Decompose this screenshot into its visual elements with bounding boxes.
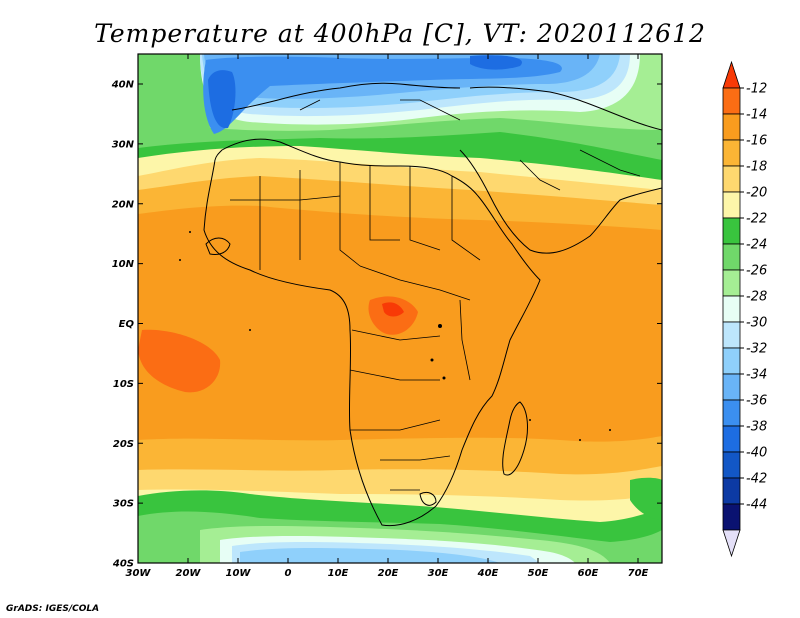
lat-tick-label: 30S (113, 499, 134, 510)
warm-pocket-atlantic (138, 329, 221, 393)
lat-tick-label: 40S (112, 559, 134, 570)
colorbar-label: -20 (746, 186, 767, 201)
colorbar-swatch (722, 373, 741, 401)
colorbar-label: -14 (746, 108, 767, 123)
colorbar-swatch (722, 425, 741, 453)
band-minus40-east (470, 55, 522, 70)
country-borders (230, 99, 641, 491)
colorbar-swatch (722, 503, 741, 531)
lat-tick-label: 10N (112, 259, 135, 270)
footer-credit: GrADS: IGES/COLA (6, 604, 99, 614)
lat-tick-label: 40N (111, 80, 135, 91)
colorbar-label: -36 (746, 394, 767, 409)
lon-tick-label: 40E (477, 568, 499, 579)
colorbar-label: -40 (746, 446, 767, 461)
lat-tick-label: 20N (112, 199, 135, 210)
colorbar-label: -28 (746, 290, 767, 305)
lon-tick-label: 10W (226, 568, 252, 579)
lat-tick-label: EQ (119, 319, 135, 330)
colorbar: -12 -14 -16 -18 -20 -22 -24 -26 -28 -30 -32 -34 -36 -… (722, 60, 767, 558)
colorbar-top-triangle (722, 60, 741, 89)
lon-tick-label: 0 (285, 568, 292, 579)
lakes-and-islands (179, 231, 611, 441)
colorbar-bottom-triangle (722, 529, 741, 558)
colorbar-swatch (722, 269, 741, 297)
latitude-axis: 40N 30N 20N 10N EQ 10S 20S 30S 40S (111, 80, 662, 570)
lon-tick-label: 10E (328, 568, 349, 579)
warm-core-congo (382, 302, 404, 317)
band-minus34-south (240, 548, 500, 563)
colorbar-swatch (722, 87, 741, 115)
colorbar-swatch (722, 243, 741, 271)
colorbar-swatch (722, 451, 741, 479)
colorbar-label: -30 (746, 316, 767, 331)
colorbar-label: -42 (746, 472, 767, 487)
colorbar-label: -18 (746, 160, 767, 175)
colorbar-swatch (722, 191, 741, 219)
temperature-map: 30W 20W 10W 0 10E 20E 30E 40E 50E 60E 70E 40N 30N 20… (111, 53, 663, 579)
colorbar-swatch (722, 399, 741, 427)
colorbar-label: -34 (746, 368, 767, 383)
colorbar-swatch (722, 113, 741, 141)
colorbar-swatch (722, 347, 741, 375)
lat-tick-label: 30N (112, 139, 135, 150)
lon-tick-label: 60E (578, 568, 599, 579)
colorbar-label: -38 (746, 420, 767, 435)
colorbar-swatch (722, 217, 741, 245)
band-minus40-north (208, 70, 236, 129)
lat-tick-label: 10S (113, 379, 134, 390)
lon-tick-label: 20W (176, 568, 202, 579)
colorbar-label: -12 (746, 82, 767, 97)
lon-tick-label: 20E (378, 568, 399, 579)
colorbar-label: -26 (746, 264, 767, 279)
colorbar-swatch (722, 321, 741, 349)
lat-tick-label: 20S (113, 439, 134, 450)
colorbar-label: -16 (746, 134, 767, 149)
lon-tick-label: 50E (528, 568, 549, 579)
lon-tick-label: 30W (126, 568, 152, 579)
lon-tick-label: 70E (628, 568, 649, 579)
longitude-axis: 30W 20W 10W 0 10E 20E 30E 40E 50E 60E 70E (126, 54, 649, 579)
colorbar-label: -24 (746, 238, 767, 253)
map-frame (137, 53, 663, 564)
colorbar-swatch (722, 477, 741, 505)
lon-tick-label: 30E (428, 568, 449, 579)
colorbar-label: -22 (746, 212, 767, 227)
band-minus38-north (203, 56, 562, 134)
coastlines (203, 82, 662, 527)
colorbar-label: -44 (746, 498, 767, 513)
colorbar-swatch (722, 139, 741, 167)
colorbar-swatch (722, 165, 741, 193)
colorbar-swatch (722, 295, 741, 323)
band-minus24-east (630, 477, 662, 520)
map-title: Temperature at 400hPa [C], VT: 202011261… (94, 19, 706, 48)
colorbar-label: -32 (746, 342, 767, 357)
